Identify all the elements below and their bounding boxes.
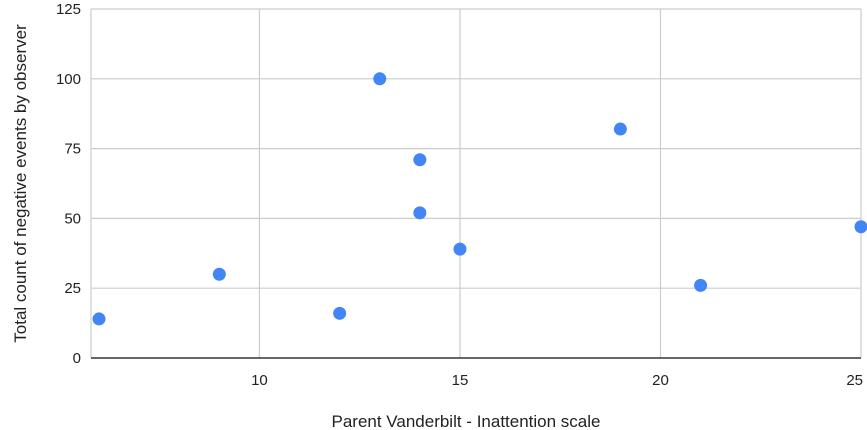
data-point-5 [413, 153, 427, 167]
x-tick-label-25: 25 [846, 372, 863, 389]
y-tick-label-75: 75 [64, 141, 81, 158]
grid-lines [90, 8, 862, 358]
data-point-1 [92, 312, 106, 326]
data-point-6 [413, 206, 427, 220]
x-axis-ticks: 10 15 20 25 [251, 372, 863, 389]
data-point-3 [333, 306, 347, 320]
y-axis-ticks: 0 25 50 75 100 125 [56, 1, 81, 367]
data-point-9 [694, 278, 708, 292]
data-point-10 [854, 220, 867, 234]
data-point-4 [373, 72, 387, 86]
y-tick-label-100: 100 [56, 71, 81, 88]
x-tick-label-15: 15 [452, 372, 469, 389]
data-point-2 [212, 267, 226, 281]
y-tick-label-0: 0 [73, 350, 81, 367]
x-tick-label-10: 10 [251, 372, 268, 389]
y-axis-title: Total count of negative events by observ… [11, 24, 30, 343]
data-points [92, 72, 867, 326]
y-tick-label-50: 50 [64, 210, 81, 227]
data-point-7 [453, 242, 467, 256]
x-tick-label-20: 20 [652, 372, 669, 389]
x-axis-title: Parent Vanderbilt - Inattention scale [331, 412, 600, 430]
y-tick-label-125: 125 [56, 1, 81, 18]
y-tick-label-25: 25 [64, 280, 81, 297]
data-point-8 [613, 122, 627, 136]
